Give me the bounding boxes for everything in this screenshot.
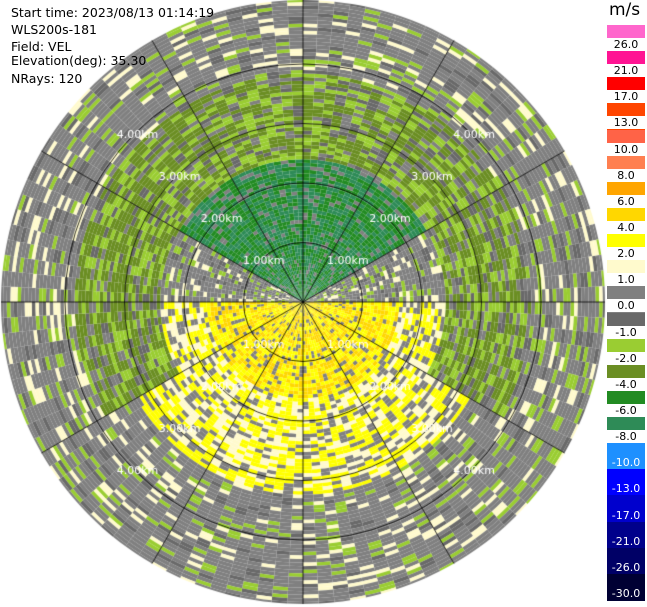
colorbar-tick-label: 2.0 xyxy=(607,247,645,261)
colorbar-tick-label: 13.0 xyxy=(607,116,645,130)
field-label: Field: VEL xyxy=(11,39,72,54)
colorbar-swatch xyxy=(607,443,645,471)
colorbar-unit: m/s xyxy=(609,0,641,20)
colorbar-tick-label: -30.0 xyxy=(611,586,641,600)
colorbar-tick-label: 21.0 xyxy=(607,64,645,78)
colorbar-tick-label: 0.0 xyxy=(607,299,645,313)
colorbar-tick-label: -21.0 xyxy=(611,534,641,548)
colorbar-tick-label: -8.0 xyxy=(607,430,645,444)
colorbar-tick-label: 6.0 xyxy=(607,194,645,208)
ppi-scan-plot xyxy=(0,0,607,607)
colorbar-tick-label: 10.0 xyxy=(607,142,645,156)
colorbar-tick-label: 8.0 xyxy=(607,168,645,182)
colorbar-swatch xyxy=(607,521,645,549)
colorbar-tick-label: -6.0 xyxy=(607,403,645,417)
colorbar-tick-label: 17.0 xyxy=(607,90,645,104)
colorbar-tick-label: 26.0 xyxy=(607,38,645,52)
colorbar-tick-label: -2.0 xyxy=(607,351,645,365)
colorbar-swatch xyxy=(607,495,645,523)
colorbar-tick-label: -17.0 xyxy=(611,508,641,522)
colorbar-tick-label: 1.0 xyxy=(607,273,645,287)
colorbar-swatch xyxy=(607,469,645,497)
elevation-label: Elevation(deg): 35.30 xyxy=(11,53,147,68)
colorbar: 26.0 21.0 17.0 13.0 10.0 8.0 6.0 4.0 2.0 1.0 0.0 -1… xyxy=(607,25,647,601)
start-time-label: Start time: 2023/08/13 01:14:19 xyxy=(11,5,215,20)
nrays-label: NRays: 120 xyxy=(11,71,83,86)
colorbar-swatch xyxy=(607,573,645,601)
colorbar-swatch xyxy=(607,547,645,575)
colorbar-tick-label: -26.0 xyxy=(611,560,641,574)
instrument-label: WLS200s-181 xyxy=(11,22,97,37)
colorbar-tick-label: 4.0 xyxy=(607,221,645,235)
colorbar-tick-label: -1.0 xyxy=(607,325,645,339)
colorbar-tick-label: -10.0 xyxy=(611,456,641,470)
colorbar-tick-label: -13.0 xyxy=(611,482,641,496)
colorbar-tick-label: -4.0 xyxy=(607,377,645,391)
